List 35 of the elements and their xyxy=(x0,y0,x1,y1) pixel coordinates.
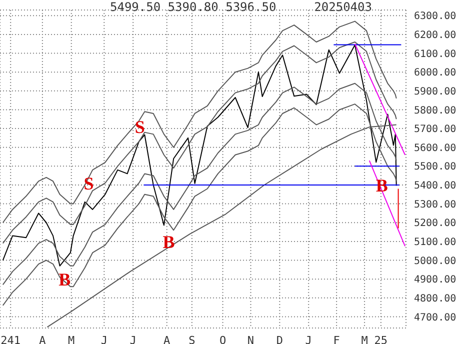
y-tick-label: 4700.00 xyxy=(414,312,456,324)
annotation: S xyxy=(134,117,145,138)
y-tick-label: 6100.00 xyxy=(414,48,456,60)
y-tick-label: 5600.00 xyxy=(414,142,456,154)
x-tick-label: N xyxy=(247,334,254,344)
x-tick-label: D xyxy=(276,334,283,344)
x-tick-label: J xyxy=(100,334,108,344)
y-tick-label: 4900.00 xyxy=(414,274,456,286)
x-tick-label: M xyxy=(68,334,76,344)
y-tick-label: 5900.00 xyxy=(414,86,456,98)
x-tick-label: O xyxy=(219,334,226,344)
y-tick-label: 5100.00 xyxy=(414,236,456,248)
y-tick-label: 4800.00 xyxy=(414,293,456,304)
y-tick-label: 6000.00 xyxy=(414,68,456,79)
y-tick-label: 5200.00 xyxy=(414,218,456,230)
annotation: B xyxy=(162,232,175,252)
x-tick-label: A xyxy=(39,334,46,344)
y-tick-label: 5300.00 xyxy=(414,199,456,210)
y-tick-label: 5000.00 xyxy=(414,256,456,267)
y-tick-label: 6200.00 xyxy=(414,30,456,42)
x-tick-label: A xyxy=(164,334,171,344)
y-tick-label: 5500.00 xyxy=(414,162,456,173)
y-tick-label: 5700.00 xyxy=(414,124,456,136)
line-series xyxy=(2,20,397,224)
x-tick-label: F xyxy=(333,334,340,344)
annotation: S xyxy=(84,174,94,194)
x-tick-label: 241 xyxy=(0,334,21,344)
x-tick-label: 25 xyxy=(374,334,388,344)
x-tick-label: J xyxy=(305,334,312,344)
y-tick-label: 5800.00 xyxy=(414,105,456,116)
y-tick-label: 5400.00 xyxy=(414,180,456,192)
x-tick-label: S xyxy=(188,334,196,344)
x-tick-label: M xyxy=(361,334,368,344)
x-tick-label: J xyxy=(130,334,136,344)
y-tick-label: 6300.00 xyxy=(414,11,456,22)
